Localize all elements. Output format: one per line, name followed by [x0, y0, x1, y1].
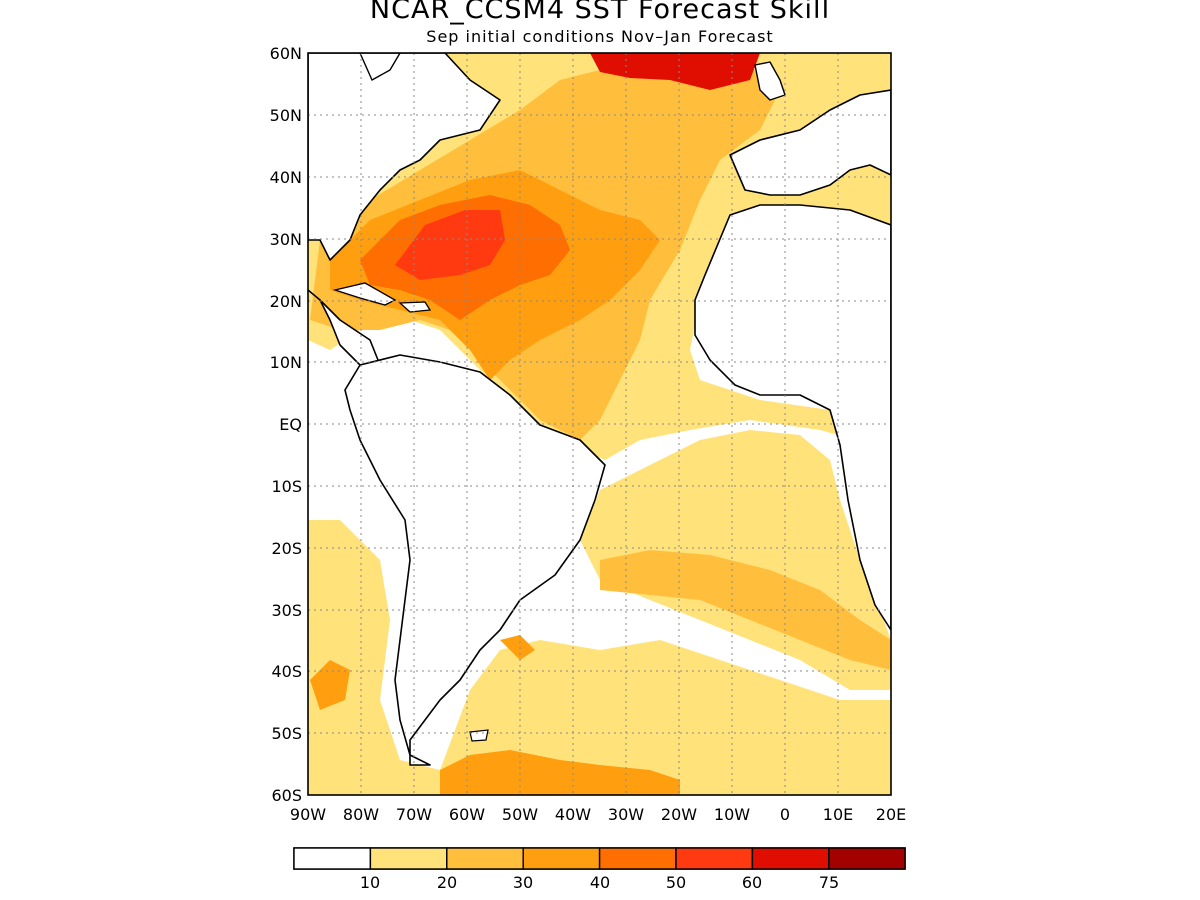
lon-tick-label: 20E: [876, 805, 906, 824]
landmass-greenland: [359, 53, 401, 81]
skill-region-southern-ocean-patches: [310, 635, 680, 795]
lon-tick-label: 0: [780, 805, 790, 824]
page-title: NCAR_CCSM4 SST Forecast Skill: [369, 0, 831, 25]
lon-tick-label: 50W: [502, 805, 538, 824]
colorbar-swatch: [522, 847, 601, 870]
colorbar-label: 50: [666, 873, 686, 892]
lat-tick-label: 30N: [270, 230, 302, 249]
skill-region-benguela-extension: [600, 550, 891, 670]
lon-tick-label: 20W: [661, 805, 697, 824]
graticule: [308, 53, 891, 795]
landmass-africa: [694, 204, 891, 631]
lat-tick-label: 10S: [271, 477, 302, 496]
lon-tick-label: 90W: [290, 805, 326, 824]
colorbar: 10 20 30 40 50 60 75: [293, 847, 906, 892]
lat-tick-label: 30S: [271, 601, 302, 620]
colorbar-swatch: [369, 847, 448, 870]
lon-tick-label: 10E: [823, 805, 853, 824]
colorbar-label: 75: [819, 873, 839, 892]
colorbar-swatch: [598, 847, 677, 870]
lat-tick-label: 60S: [271, 786, 302, 805]
colorbar-label: 40: [590, 873, 610, 892]
lon-tick-label: 80W: [343, 805, 379, 824]
landmass-north-america: [308, 53, 501, 261]
colorbar-swatch: [675, 847, 754, 870]
lat-tick-label: 40S: [271, 662, 302, 681]
lon-axis: 90W 80W 70W 60W 50W 40W 30W 20W 10W 0 10…: [290, 805, 906, 824]
landmass-europe: [729, 89, 891, 196]
colorbar-swatch: [751, 847, 830, 870]
page-subtitle: Sep initial conditions Nov–Jan Forecast: [426, 27, 774, 46]
lon-tick-label: 70W: [396, 805, 432, 824]
map-frame: [307, 52, 892, 796]
lat-tick-label: 50S: [271, 724, 302, 743]
lat-tick-label: 20N: [270, 292, 302, 311]
colorbar-label: 20: [437, 873, 457, 892]
lat-tick-label: EQ: [279, 415, 302, 434]
skill-region-sargasso-peak: [395, 210, 505, 280]
lat-tick-label: 20S: [271, 539, 302, 558]
lat-axis: 60N 50N 40N 30N 20N 10N EQ 10S 20S 30S 4…: [270, 44, 302, 805]
landmass-cuba: [332, 282, 397, 306]
colorbar-label: 60: [742, 873, 762, 892]
colorbar-label: 10: [360, 873, 380, 892]
lon-tick-label: 40W: [555, 805, 591, 824]
landmasses: [308, 53, 891, 766]
lon-tick-label: 60W: [449, 805, 485, 824]
landmass-hispaniola: [398, 301, 432, 313]
skill-region-subpolar-peak: [590, 53, 760, 90]
colorbar-label: 30: [513, 873, 533, 892]
lat-tick-label: 40N: [270, 168, 302, 187]
skill-region-southern-ocean-band: [308, 520, 891, 795]
lon-tick-label: 10W: [714, 805, 750, 824]
lat-tick-label: 50N: [270, 106, 302, 125]
lat-tick-label: 10N: [270, 353, 302, 372]
lat-tick-label: 60N: [270, 44, 302, 63]
landmass-south-america: [344, 354, 606, 766]
landmass-falklands: [469, 729, 489, 742]
colorbar-swatch: [446, 847, 524, 870]
colorbar-swatch: [828, 847, 906, 870]
lon-tick-label: 30W: [608, 805, 644, 824]
colorbar-swatch: [293, 847, 372, 870]
